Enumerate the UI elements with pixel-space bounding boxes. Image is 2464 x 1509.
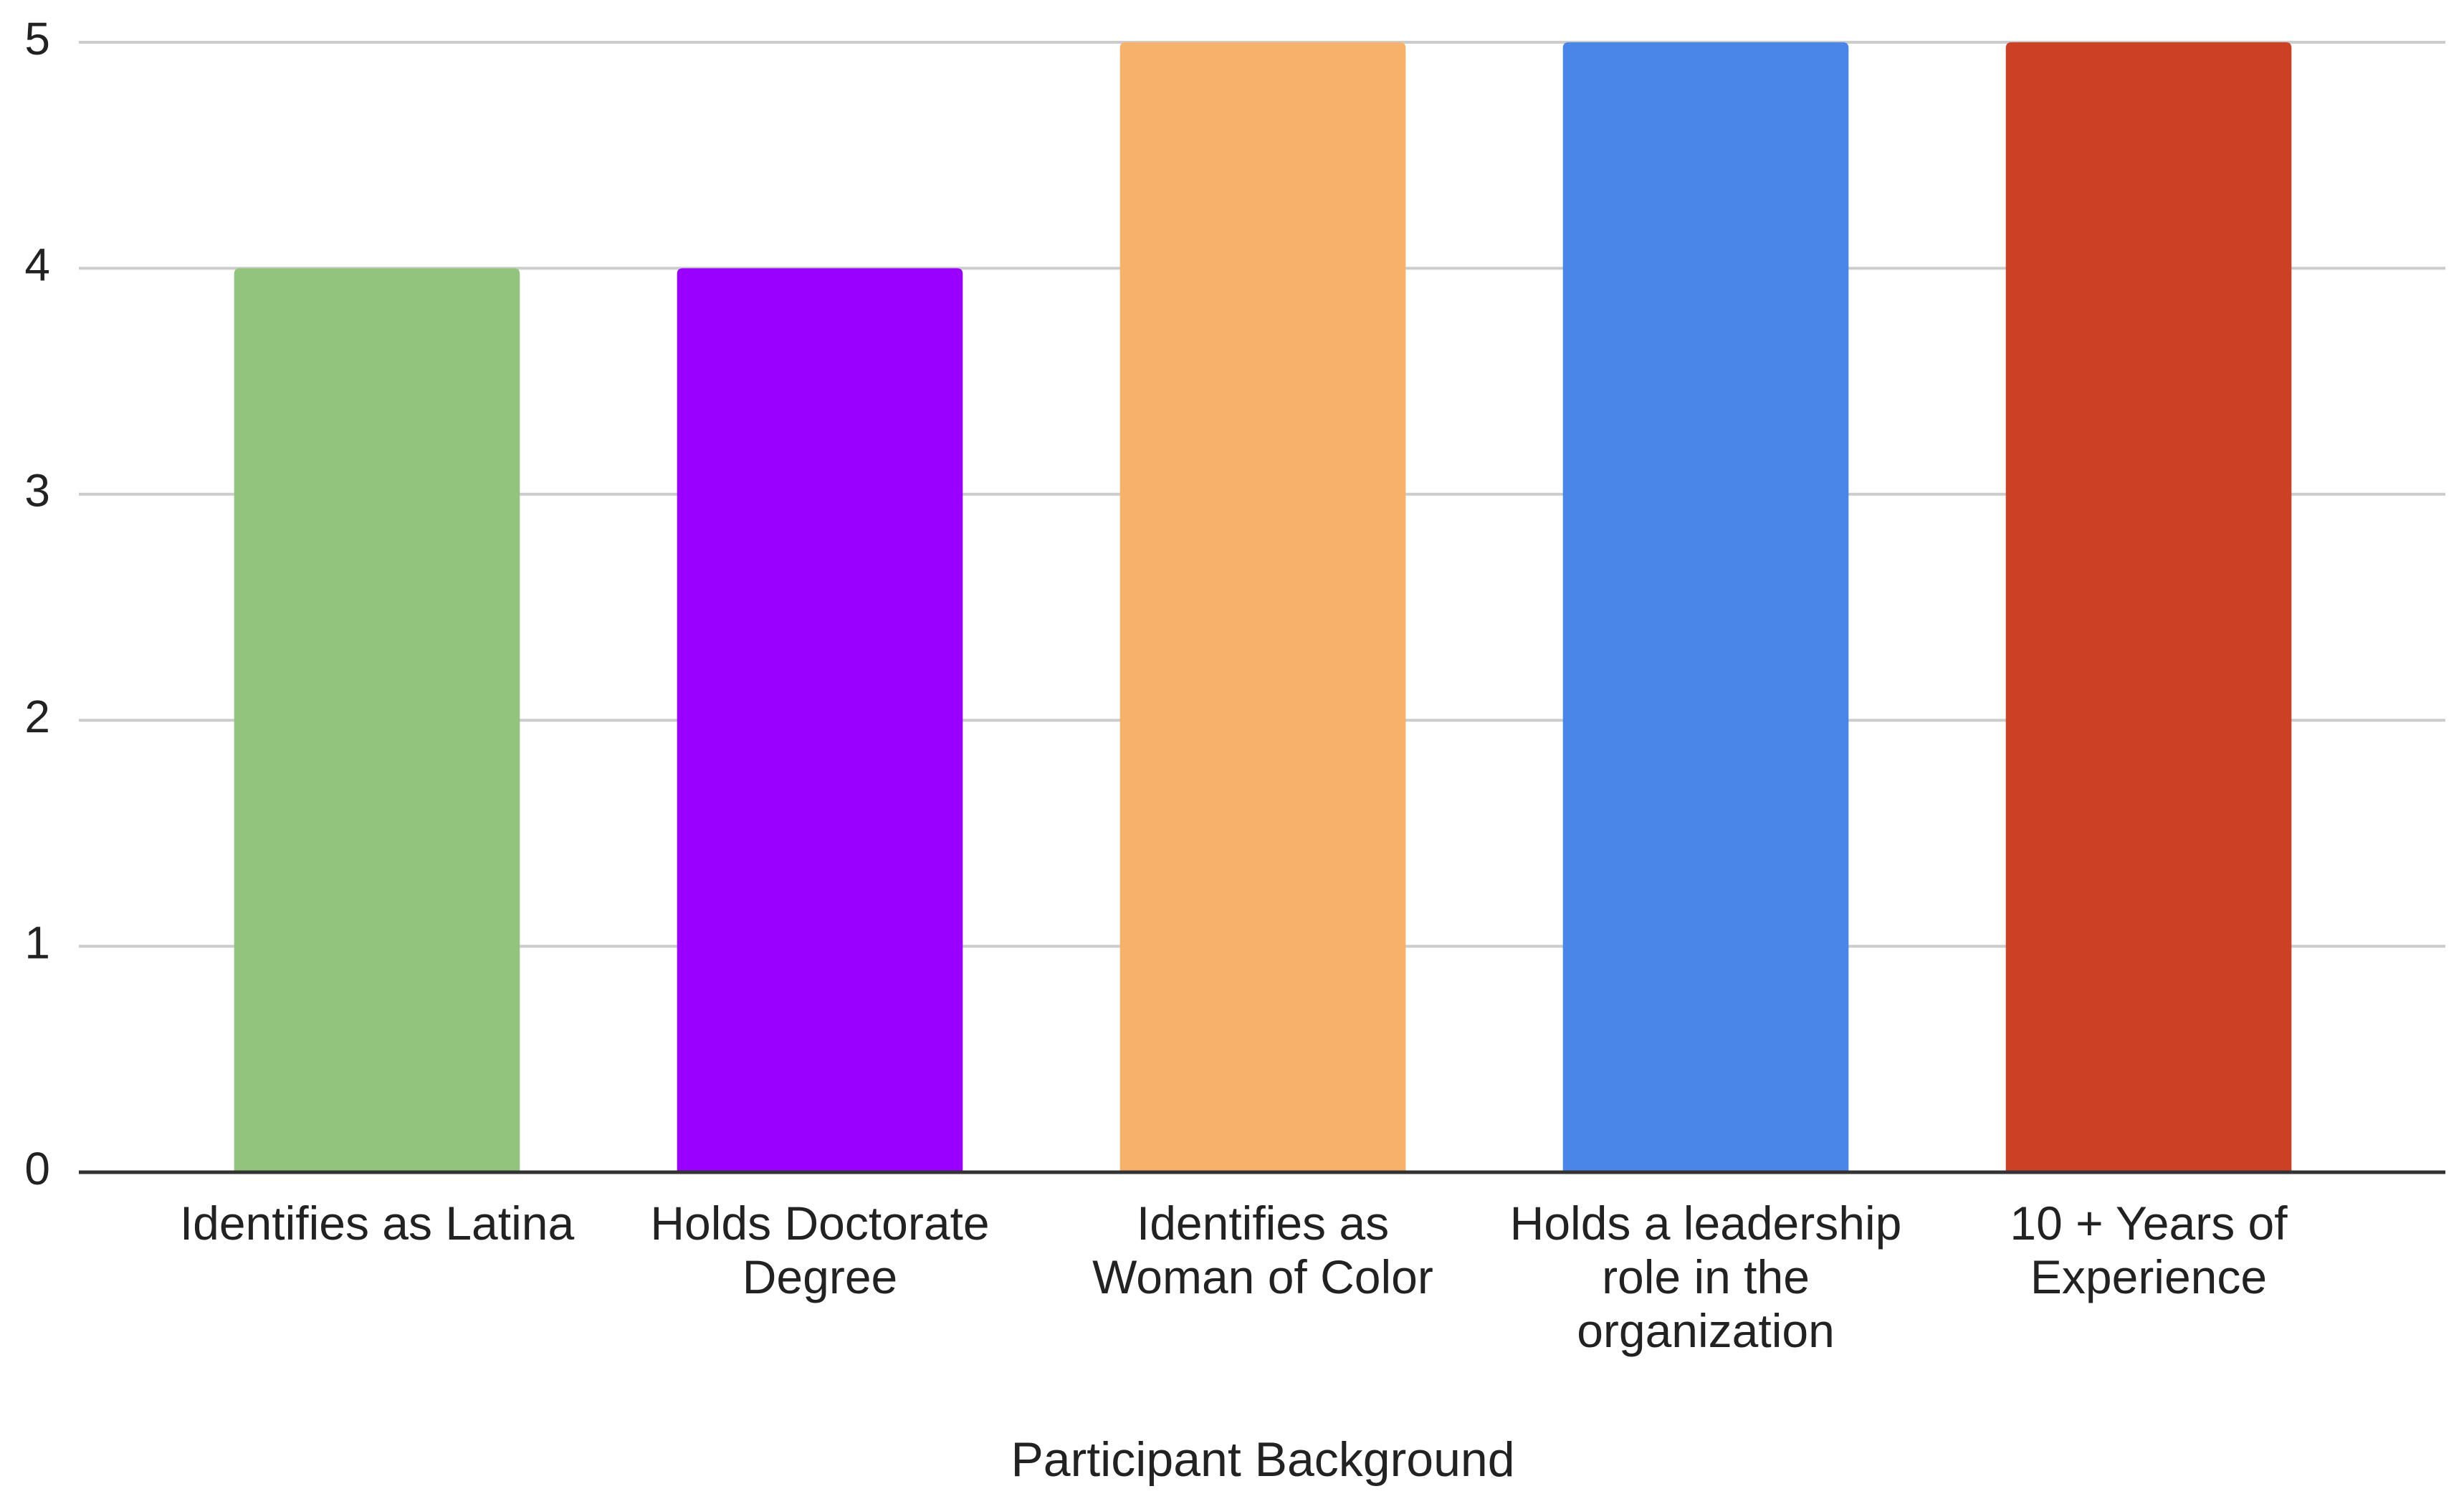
y-tick-label: 3 — [24, 465, 50, 517]
y-tick-label: 5 — [24, 13, 50, 64]
y-tick-label: 0 — [24, 1143, 50, 1194]
x-tick-label: Identifies as Woman of Color — [1092, 1197, 1433, 1303]
bar — [1119, 42, 1406, 1172]
bar — [2005, 42, 2292, 1172]
bar — [234, 268, 520, 1172]
x-tick-label: Holds Doctorate Degree — [650, 1197, 989, 1303]
y-tick-label: 1 — [24, 917, 50, 969]
y-tick-label: 4 — [24, 239, 50, 290]
x-tick-label: 10 + Years of Experience — [2010, 1197, 2288, 1303]
x-tick-label: Identifies as Latina — [180, 1197, 575, 1250]
bar — [1562, 42, 1849, 1172]
x-tick-label: Holds a leadership role in the organizatio… — [1510, 1197, 1902, 1357]
x-axis-title: Participant Background — [1011, 1432, 1514, 1487]
bar — [677, 268, 963, 1172]
y-tick-label: 2 — [24, 691, 50, 742]
